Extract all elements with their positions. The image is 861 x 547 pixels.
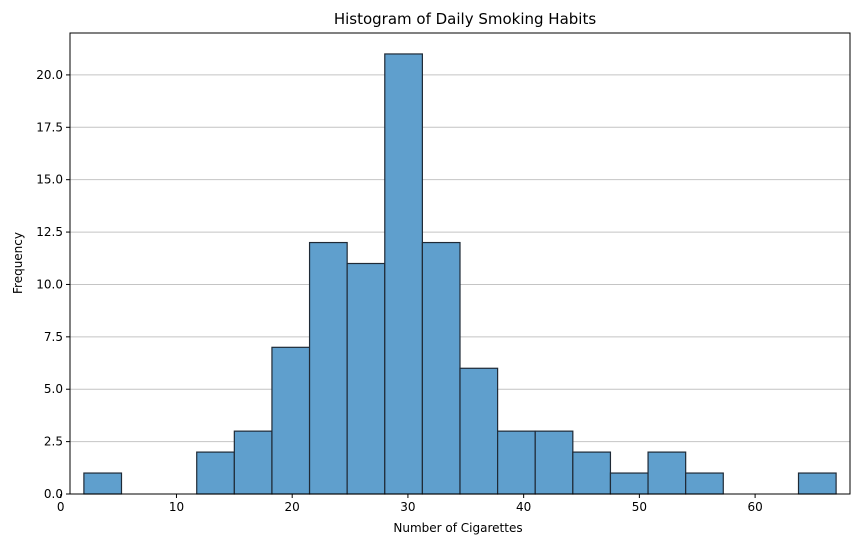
y-axis-label: Frequency [11, 232, 25, 294]
y-tick-label: 5.0 [44, 382, 63, 396]
y-tick-label: 12.5 [36, 225, 63, 239]
x-tick-label: 50 [632, 500, 647, 514]
histogram-bar [384, 53, 423, 495]
histogram-bar [647, 451, 687, 495]
x-axis-label: Number of Cigarettes [393, 521, 522, 535]
x-tick-label: 0 [57, 500, 65, 514]
histogram-bar [421, 241, 461, 495]
histogram-bar [609, 472, 649, 495]
x-ticks: 010203040506070 [57, 494, 763, 514]
x-tick-label: 40 [516, 500, 531, 514]
x-tick-label: 60 [747, 500, 762, 514]
x-tick-label: 10 [169, 500, 184, 514]
plot-frame [69, 32, 851, 495]
x-tick-label: 30 [400, 500, 415, 514]
y-tick-label: 20.0 [36, 68, 63, 82]
bars-layer [83, 53, 837, 495]
histogram-bar [497, 430, 536, 495]
histogram-bar [572, 451, 612, 495]
x-tick-label: 20 [285, 500, 300, 514]
histogram-bar [346, 262, 386, 495]
histogram-bar [685, 472, 724, 495]
histogram-bar [196, 451, 235, 495]
y-tick-label: 7.5 [44, 330, 63, 344]
y-tick-label: 10.0 [36, 277, 63, 291]
y-tick-label: 2.5 [44, 435, 63, 449]
histogram-bar [271, 346, 311, 495]
y-ticks: 0.0 2.5 5.0 7.5 10.0 12.5 15.0 17.5 20.0 [36, 68, 70, 501]
y-tick-label: 0.0 [44, 487, 63, 501]
chart-title: Histogram of Daily Smoking Habits [334, 10, 597, 28]
histogram-bar [534, 430, 574, 495]
y-tick-label: 15.0 [36, 173, 63, 187]
y-tick-label: 17.5 [36, 120, 63, 134]
histogram-bar [83, 472, 123, 495]
histogram-bar [459, 367, 499, 495]
histogram-bar [797, 472, 837, 495]
histogram-bar [233, 430, 273, 495]
histogram-bar [308, 241, 348, 495]
